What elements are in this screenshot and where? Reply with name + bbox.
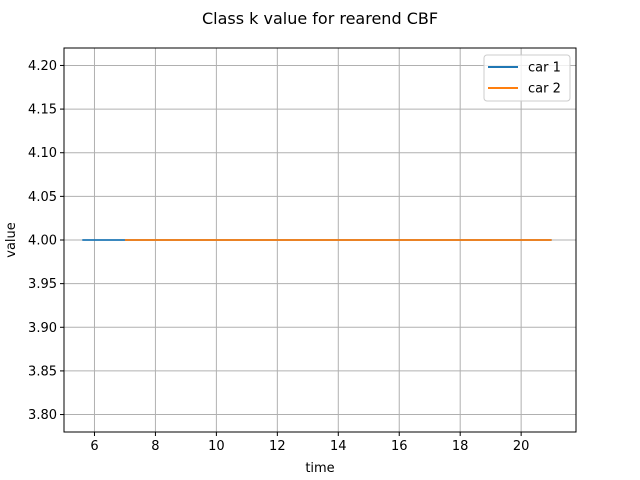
- x-tick-label: 10: [208, 439, 225, 454]
- y-tick-label: 4.15: [28, 103, 57, 118]
- x-tick-label: 14: [330, 439, 347, 454]
- legend-label-car-2: car 2: [528, 82, 561, 97]
- x-tick-label: 20: [513, 439, 530, 454]
- x-tick-label: 12: [269, 439, 286, 454]
- legend: car 1 car 2: [483, 54, 571, 102]
- legend-label-car-1: car 1: [528, 61, 561, 76]
- y-tick-label: 4.00: [28, 234, 57, 249]
- chart-title: Class k value for rearend CBF: [202, 9, 438, 28]
- y-axis-label: value: [4, 222, 19, 258]
- y-tick-label: 3.95: [28, 277, 57, 292]
- axis-ticks: 6 8 10 12 14 16 18 20 3.80 3.85 3.90 3.95 4.00 4.05 4.…: [28, 59, 529, 454]
- y-tick-label: 4.10: [28, 146, 57, 161]
- y-tick-label: 3.80: [28, 408, 57, 423]
- x-tick-label: 6: [90, 439, 98, 454]
- x-tick-label: 16: [391, 439, 408, 454]
- x-tick-label: 18: [452, 439, 469, 454]
- y-tick-label: 3.85: [28, 364, 57, 379]
- x-tick-label: 8: [151, 439, 159, 454]
- x-axis-label: time: [305, 461, 334, 476]
- y-tick-label: 4.05: [28, 190, 57, 205]
- y-tick-label: 3.90: [28, 321, 57, 336]
- y-tick-label: 4.20: [28, 59, 57, 74]
